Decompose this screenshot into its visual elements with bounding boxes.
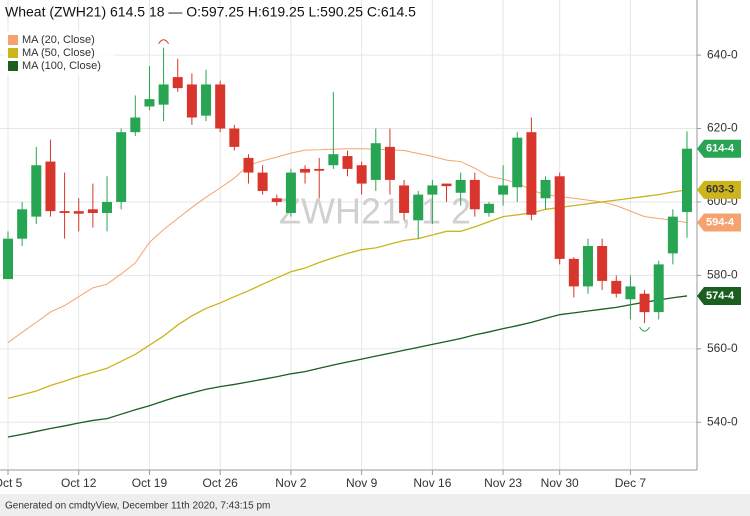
candle-body <box>554 176 565 259</box>
y-tick-label: 620-0 <box>707 121 738 135</box>
candle-body <box>229 128 240 147</box>
legend-label: MA (100, Close) <box>22 60 101 72</box>
legend-swatch <box>8 61 18 71</box>
x-tick-label: Nov 9 <box>346 476 378 490</box>
candle-body <box>45 161 56 212</box>
candle-body <box>413 194 424 221</box>
footer: Generated on cmdtyView, December 11th 20… <box>5 501 270 512</box>
footer-band <box>0 494 750 516</box>
candle-body <box>568 258 579 287</box>
candle-body <box>427 185 438 195</box>
low-marker <box>639 326 650 332</box>
candle-body <box>144 99 155 107</box>
candle-body <box>215 84 226 129</box>
candle-body <box>59 211 70 213</box>
candle-body <box>87 209 98 213</box>
candle-body <box>342 156 353 169</box>
legend-label: MA (20, Close) <box>22 34 95 46</box>
watermark: ZWH21, 1 2 <box>279 191 471 232</box>
legend-box <box>3 31 115 75</box>
y-tick-label: 580-0 <box>707 268 738 282</box>
candle-body <box>469 179 480 210</box>
y-tick-label: 640-0 <box>707 47 738 61</box>
x-tick-label: Nov 2 <box>275 476 307 490</box>
legend-label: MA (50, Close) <box>22 47 95 59</box>
end-label-box <box>697 180 741 199</box>
ma-line <box>7 189 688 400</box>
x-tick-label: Oct 19 <box>132 476 168 490</box>
x-tick-label: Dec 7 <box>615 476 647 490</box>
candle-body <box>300 168 311 173</box>
candle-body <box>682 148 692 213</box>
candle-body <box>483 203 494 213</box>
end-label: 574-4 <box>706 290 735 302</box>
x-tick-label: Oct 26 <box>203 476 239 490</box>
candle-body <box>582 246 593 287</box>
legend-swatch <box>8 35 18 45</box>
candle-body <box>257 172 268 191</box>
candle-body <box>328 154 339 166</box>
candle-body <box>102 201 113 213</box>
candle-body <box>3 238 13 280</box>
candle-body <box>356 165 367 184</box>
end-label-box <box>697 286 741 305</box>
candle-body <box>455 179 466 193</box>
x-tick-label: Nov 16 <box>413 476 451 490</box>
end-label: 594-4 <box>706 216 735 228</box>
x-tick-label: Oct 5 <box>0 476 23 490</box>
candle-body <box>611 280 622 294</box>
candle-body <box>597 246 608 281</box>
candle-body <box>116 132 127 202</box>
high-marker <box>158 39 170 45</box>
candle-body <box>441 183 452 187</box>
candle-body <box>314 168 325 171</box>
candle-body <box>498 185 509 195</box>
candle-body <box>667 216 678 254</box>
end-label: 603-3 <box>706 184 734 196</box>
candle-body <box>186 84 197 118</box>
x-tick-label: Oct 12 <box>61 476 97 490</box>
candle-body <box>243 157 254 173</box>
chart-title: Wheat (ZWH21) 614.5 18 — O:597.25 H:619.… <box>5 4 416 20</box>
candle-body <box>526 132 537 215</box>
candle-body <box>31 165 42 217</box>
candle-body <box>158 84 169 105</box>
ma-line <box>7 148 688 343</box>
candle-body <box>201 84 212 116</box>
candle-body <box>285 172 296 213</box>
candle-body <box>17 209 28 239</box>
x-tick-label: Nov 30 <box>541 476 579 490</box>
legend: MA (20, Close)MA (50, Close)MA (100, Clo… <box>3 31 115 75</box>
x-tick-label: Nov 23 <box>484 476 522 490</box>
end-label-box <box>697 213 741 232</box>
candle-body <box>540 179 551 199</box>
y-tick-label: 540-0 <box>707 414 738 428</box>
candle-body <box>172 77 183 89</box>
end-label-box <box>697 139 741 158</box>
candle-body <box>639 293 650 313</box>
candle-body <box>384 146 395 180</box>
legend-swatch <box>8 48 18 58</box>
candle-body <box>512 137 523 188</box>
candle-body <box>625 286 636 300</box>
candle-body <box>271 198 282 202</box>
y-tick-label: 560-0 <box>707 341 738 355</box>
grid <box>0 0 697 470</box>
end-label: 614-4 <box>706 143 735 155</box>
candle-body <box>399 185 410 213</box>
ma-line <box>7 295 688 438</box>
candle-body <box>130 117 141 133</box>
candle-body <box>73 211 84 214</box>
candle-body <box>370 143 381 180</box>
candle-body <box>653 264 664 313</box>
